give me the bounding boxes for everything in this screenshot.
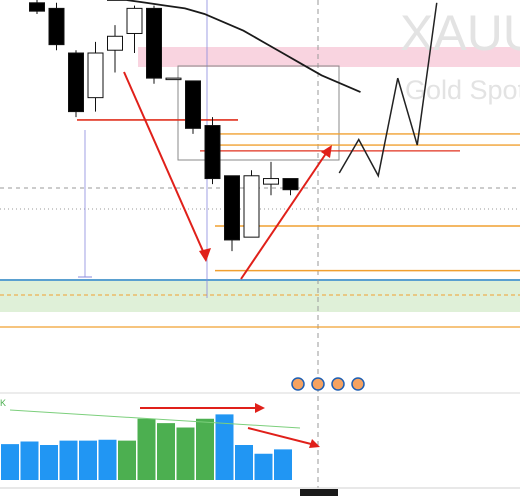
candle-body (263, 178, 279, 185)
volume-bar (235, 445, 253, 480)
candle-body (165, 77, 182, 81)
volume-bar (274, 449, 292, 480)
volume-bar (176, 427, 195, 480)
volume-arrow-down-line (247, 427, 316, 446)
candle-body (204, 125, 221, 180)
volume-arrow-right-head (255, 403, 265, 413)
volume-arrow-down-head (309, 439, 320, 448)
moving-average-line (107, 0, 361, 93)
watermark-subtitle: Gold Spot (405, 75, 520, 105)
event-icon[interactable] (291, 377, 305, 391)
candle-body (126, 7, 143, 34)
candle-body (107, 35, 123, 51)
volume-bars-group (1, 414, 292, 480)
up-arrow-line (240, 148, 330, 280)
volume-bar (79, 440, 97, 480)
pink-band (138, 47, 520, 67)
volume-average-line (9, 409, 301, 429)
volume-bar (98, 439, 117, 480)
volume-bar (196, 418, 214, 480)
volume-bar (118, 440, 136, 480)
projection-path (338, 2, 438, 178)
volume-bar (20, 441, 39, 480)
watermark-symbol: XAUU (400, 5, 520, 61)
candle-body (87, 52, 104, 99)
candle-body (185, 80, 201, 129)
volume-pane-label: K (0, 398, 6, 408)
volume-bar (254, 453, 273, 480)
volume-bar (1, 444, 19, 480)
up-arrow-head (321, 145, 332, 158)
candle-body (146, 7, 162, 79)
event-icon[interactable] (331, 377, 345, 391)
event-icons (291, 377, 365, 391)
range-rectangle (177, 65, 340, 161)
volume-bar (59, 440, 78, 480)
candles-group (29, 0, 299, 252)
crosshair-time-label (300, 489, 338, 496)
candle-body (68, 52, 84, 113)
volume-bar (137, 418, 156, 480)
candle-body (224, 175, 240, 241)
volume-bar (215, 414, 234, 480)
price-levels (0, 119, 520, 328)
down-arrow-head (199, 248, 211, 262)
event-icon[interactable] (311, 377, 325, 391)
candle-body (282, 178, 299, 191)
candle-body (48, 7, 65, 46)
candle-body (29, 2, 45, 12)
volume-bar (40, 445, 58, 480)
down-arrow-line (123, 71, 207, 259)
event-icon[interactable] (351, 377, 365, 391)
volume-bar (157, 423, 175, 480)
candle-body (243, 175, 260, 238)
